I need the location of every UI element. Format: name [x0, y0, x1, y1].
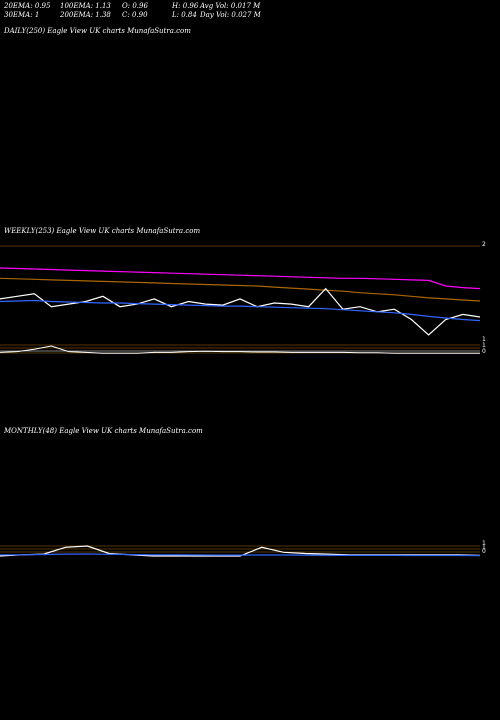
ema30-stat: 30EMA: 1: [4, 11, 40, 19]
open-stat: O: 0.96: [122, 2, 148, 10]
ema100-stat: 100EMA: 1.13: [60, 2, 111, 10]
y-tick-label: 0: [482, 348, 486, 355]
monthly-panel-label: MONTHLY(48) Eagle View UK charts MunafaS…: [4, 427, 203, 435]
close-stat: C: 0.90: [122, 11, 148, 19]
avg-vol-stat: Avg Vol: 0.017 M: [200, 2, 261, 10]
y-tick-label: 1: [482, 540, 486, 547]
y-tick-label: 2: [482, 241, 486, 248]
monthly-chart: 110: [0, 540, 486, 557]
series-line: [0, 267, 481, 290]
high-stat: H: 0.96: [172, 2, 199, 10]
y-tick-label: 1: [482, 544, 486, 551]
series-line: [0, 545, 481, 557]
y-tick-label: 1: [482, 342, 486, 349]
daily-panel-label: DAILY(250) Eagle View UK charts MunafaSu…: [4, 27, 191, 35]
series-line: [0, 299, 481, 322]
day-vol-stat: Day Vol: 0.027 M: [200, 11, 261, 19]
y-tick-label: 1: [482, 336, 486, 343]
ema20-stat: 20EMA: 0.95: [4, 2, 51, 10]
weekly-panel-label: WEEKLY(253) Eagle View UK charts MunafaS…: [4, 227, 201, 235]
ema200-stat: 200EMA: 1.38: [60, 11, 111, 19]
series-line: [0, 553, 481, 557]
low-stat: L: 0.84: [172, 11, 197, 19]
volume-line: [0, 345, 480, 354]
y-tick-label: 0: [482, 548, 486, 555]
series-line: [0, 277, 481, 302]
